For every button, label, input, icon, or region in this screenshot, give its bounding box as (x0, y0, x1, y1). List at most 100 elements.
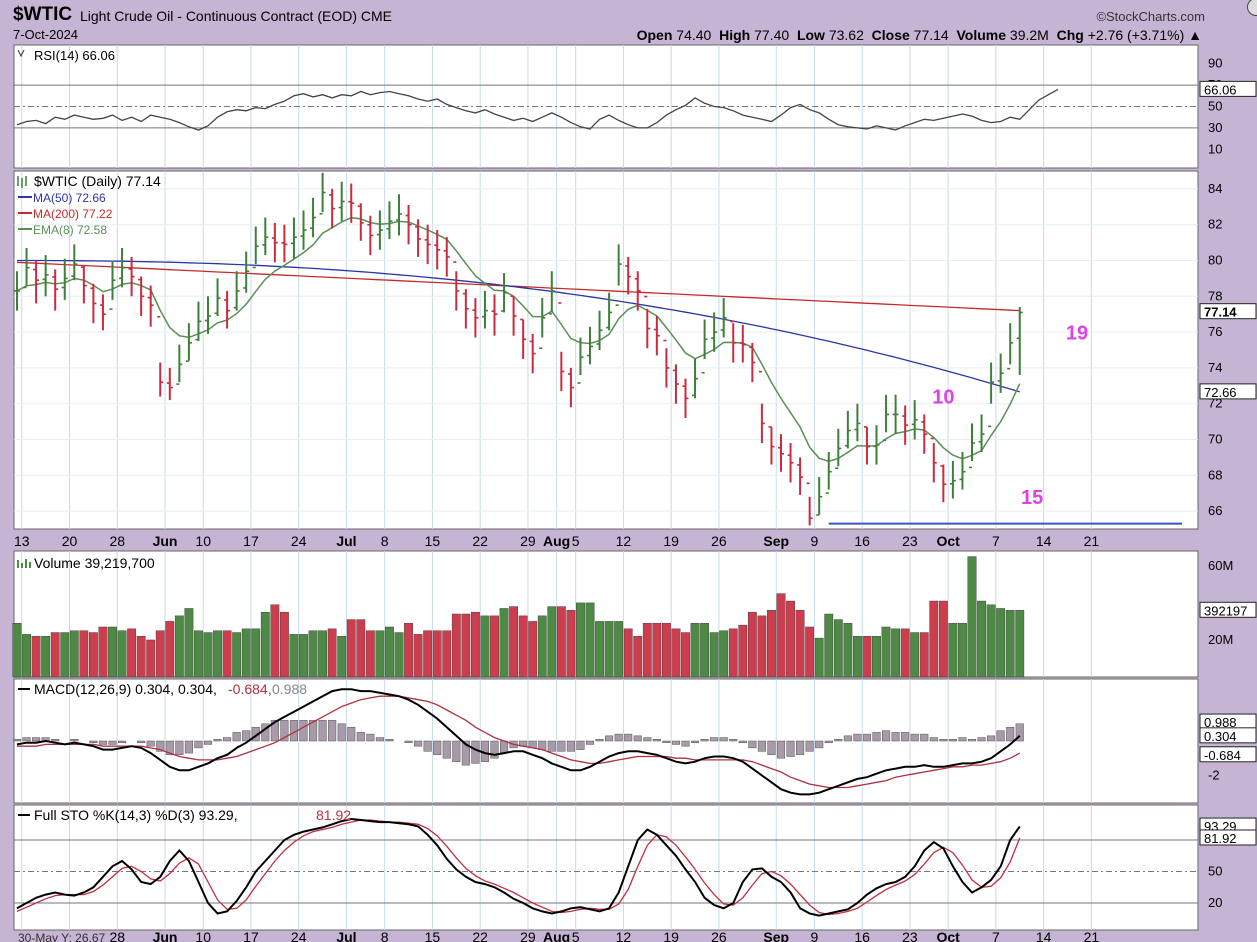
macd-signal-last-value: -0.684 (1204, 748, 1241, 763)
bottom-date-tick-label: 29 (520, 929, 536, 942)
volume-bar (31, 636, 41, 678)
macd-histogram-bar (118, 740, 127, 743)
date-tick-label: 15 (425, 533, 441, 549)
volume-bar (805, 626, 815, 678)
macd-histogram-bar (89, 740, 98, 743)
macd-histogram-bar (662, 740, 671, 743)
macd-histogram-bar (51, 739, 60, 742)
macd-histogram-bar (958, 737, 967, 742)
volume-bar (537, 615, 547, 678)
macd-last-value: 0.304 (1204, 729, 1237, 744)
macd-histogram-bar (232, 732, 241, 742)
macd-histogram-bar (843, 735, 852, 742)
macd-histogram-bar (423, 740, 432, 752)
ohlc-summary: Open 74.40 High 77.40 Low 73.62 Close 77… (637, 27, 1202, 43)
date-tick-label: 22 (472, 533, 488, 549)
volume-bar (604, 621, 614, 678)
volume-bar (117, 630, 127, 678)
macd-legend: MACD(12,26,9) 0.304, 0.304, (34, 681, 217, 697)
rsi-legend: RSI(14) 66.06 (34, 48, 115, 63)
volume-bar (824, 613, 834, 678)
annotation-19: 19 (1066, 322, 1088, 344)
volume-bar (709, 632, 719, 678)
macd-histogram-bar (719, 737, 728, 742)
macd-histogram-bar (452, 740, 461, 762)
date-tick-label: 20 (62, 533, 78, 549)
bottom-date-tick-label: 5 (572, 929, 580, 942)
volume-bar (881, 626, 891, 678)
ema8-line (16, 216, 1021, 463)
chg-value: +2.76 (+3.71%) (1087, 27, 1185, 43)
volume-bar (299, 634, 308, 678)
bottom-date-tick-label: 24 (291, 929, 307, 942)
price-legend: $WTIC (Daily) 77.14 (34, 173, 161, 189)
date-tick-label: 21 (1084, 533, 1100, 549)
macd-histogram-bar (538, 740, 547, 750)
bottom-date-tick-label: 9 (811, 929, 819, 942)
volume-bar (528, 621, 538, 678)
macd-line (16, 688, 1021, 796)
volume-tick-label: 60M (1208, 558, 1233, 573)
annotation-10: 10 (932, 387, 954, 409)
sto-tick-label: 50 (1208, 864, 1222, 879)
volume-label: Volume (956, 27, 1007, 43)
volume-bar (394, 632, 404, 678)
rsi-tick-label: 50 (1208, 99, 1222, 114)
macd-histogram-bar (404, 740, 413, 743)
macd-histogram-bar (337, 723, 346, 742)
macd-histogram-bar (1015, 723, 1024, 742)
volume-bar (222, 630, 232, 678)
volume-bar (232, 632, 242, 678)
volume-last-value-box (1199, 601, 1257, 618)
ma50-last-value: 72.66 (1204, 385, 1237, 400)
macd-histogram-bar (853, 733, 862, 742)
price-tick-label: 70 (1208, 432, 1222, 447)
date-tick-label: 26 (711, 533, 727, 549)
volume-legend-icon (17, 559, 31, 568)
open-value: 74.40 (676, 27, 712, 43)
volume-bar (308, 630, 318, 678)
volume-bar (623, 628, 633, 678)
volume-bar (146, 639, 156, 678)
volume-bar (289, 634, 299, 678)
volume-bar (833, 619, 843, 678)
date-tick-label: Jun (153, 533, 178, 549)
bottom-date-tick-label: 16 (854, 929, 870, 942)
macd-histogram-bar (347, 726, 356, 742)
instrument-name: Light Crude Oil - Continuous Contract (E… (80, 8, 357, 24)
volume-bar (98, 626, 108, 678)
macd-histogram-bar (328, 720, 337, 742)
low-label: Low (796, 27, 825, 43)
stockcharts-logo[interactable]: ©StockCharts.com (1096, 9, 1205, 24)
up-arrow-icon: ▲ (1188, 27, 1202, 43)
price-tick-label: 74 (1208, 360, 1222, 375)
volume-bar (614, 621, 624, 678)
volume-bar (88, 632, 98, 678)
macd-histogram-bar (375, 737, 384, 742)
volume-bar (518, 615, 528, 678)
macd-histogram-bar (948, 739, 957, 742)
volume-bar (958, 623, 967, 678)
date-tick-label: 16 (854, 533, 870, 549)
date-tick-label: 12 (616, 533, 632, 549)
volume-bar (108, 626, 117, 678)
close-label: Close (871, 27, 910, 43)
macd-histogram-bar (1006, 726, 1015, 742)
macd-histogram-bar (500, 740, 509, 754)
macd-histogram-bar (433, 740, 442, 756)
sto-d-last-value: 81.92 (1204, 831, 1237, 846)
volume-bar (69, 630, 79, 678)
volume-bar (977, 600, 986, 678)
macd-signal-line (17, 695, 1021, 789)
volume-bar (986, 604, 996, 678)
macd-hist-last-value: 0.988 (1204, 715, 1237, 730)
overlay-legend-label: EMA(8) 72.58 (33, 223, 107, 237)
macd-histogram-bar (356, 732, 365, 742)
date-tick-label: 14 (1036, 533, 1052, 549)
macd-histogram-bar (566, 740, 575, 752)
close-value: 77.14 (913, 27, 949, 43)
macd-histogram-bar (882, 730, 891, 742)
volume-bar (814, 637, 824, 678)
macd-histogram-bar (624, 733, 633, 742)
price-tick-label: 78 (1208, 288, 1222, 303)
